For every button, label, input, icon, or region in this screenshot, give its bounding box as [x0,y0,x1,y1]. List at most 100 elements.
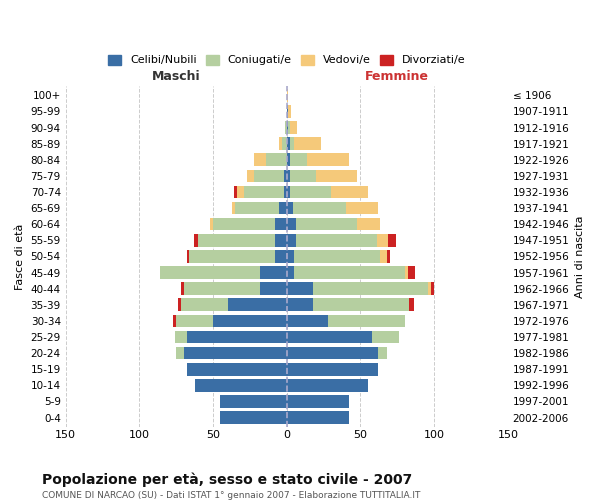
Text: Popolazione per età, sesso e stato civile - 2007: Popolazione per età, sesso e stato civil… [42,472,412,487]
Bar [236,186,244,198]
Bar [287,89,288,102]
Bar [275,234,287,246]
Bar [187,330,287,344]
Text: Femmine: Femmine [365,70,429,83]
Bar [316,170,358,182]
Bar [199,234,275,246]
Bar [280,202,287,214]
Bar [287,154,290,166]
Bar [404,266,407,279]
Bar [284,186,287,198]
Bar [184,282,260,295]
Bar [287,282,313,295]
Bar [280,138,283,150]
Bar [235,202,280,214]
Bar [294,250,380,262]
Bar [313,298,409,311]
Bar [287,234,296,246]
Bar [184,347,287,360]
Bar [254,154,266,166]
Bar [387,250,390,262]
Bar [287,266,294,279]
Bar [287,379,368,392]
Bar [260,282,287,295]
Bar [287,347,378,360]
Bar [285,122,287,134]
Bar [287,298,313,311]
Bar [284,170,287,182]
Bar [275,218,287,230]
Bar [294,266,404,279]
Bar [196,379,287,392]
Bar [228,298,287,311]
Text: Maschi: Maschi [152,70,200,83]
Bar [176,347,184,360]
Y-axis label: Anni di nascita: Anni di nascita [575,215,585,298]
Bar [358,218,380,230]
Bar [176,314,213,327]
Bar [220,412,287,424]
Bar [187,250,190,262]
Bar [287,202,293,214]
Bar [409,298,413,311]
Y-axis label: Fasce di età: Fasce di età [15,223,25,290]
Bar [244,186,284,198]
Bar [213,218,275,230]
Bar [181,282,184,295]
Bar [160,266,260,279]
Bar [287,170,290,182]
Bar [233,186,236,198]
Bar [378,347,387,360]
Bar [287,138,290,150]
Bar [377,234,388,246]
Bar [175,330,187,344]
Bar [296,218,358,230]
Bar [287,105,288,118]
Bar [254,170,284,182]
Bar [431,282,434,295]
Bar [260,266,287,279]
Bar [190,250,275,262]
Bar [213,314,287,327]
Bar [266,154,287,166]
Bar [287,218,296,230]
Bar [290,138,294,150]
Legend: Celibi/Nubili, Coniugati/e, Vedovi/e, Divorziati/e: Celibi/Nubili, Coniugati/e, Vedovi/e, Di… [103,50,470,70]
Bar [346,202,378,214]
Bar [294,138,320,150]
Bar [293,202,346,214]
Bar [287,186,290,198]
Bar [232,202,235,214]
Bar [428,282,431,295]
Bar [288,122,290,134]
Bar [178,298,181,311]
Bar [275,250,287,262]
Bar [288,105,291,118]
Bar [181,298,228,311]
Bar [290,186,331,198]
Bar [296,234,377,246]
Bar [290,170,316,182]
Bar [287,395,349,407]
Bar [187,363,287,376]
Bar [307,154,349,166]
Bar [210,218,213,230]
Bar [290,122,297,134]
Bar [372,330,399,344]
Bar [290,154,307,166]
Bar [287,250,294,262]
Bar [328,314,404,327]
Bar [173,314,176,327]
Bar [283,138,287,150]
Bar [388,234,396,246]
Bar [287,330,372,344]
Bar [331,186,368,198]
Bar [313,282,428,295]
Bar [287,122,288,134]
Bar [287,314,328,327]
Bar [287,363,378,376]
Bar [247,170,254,182]
Bar [407,266,415,279]
Bar [287,412,349,424]
Bar [220,395,287,407]
